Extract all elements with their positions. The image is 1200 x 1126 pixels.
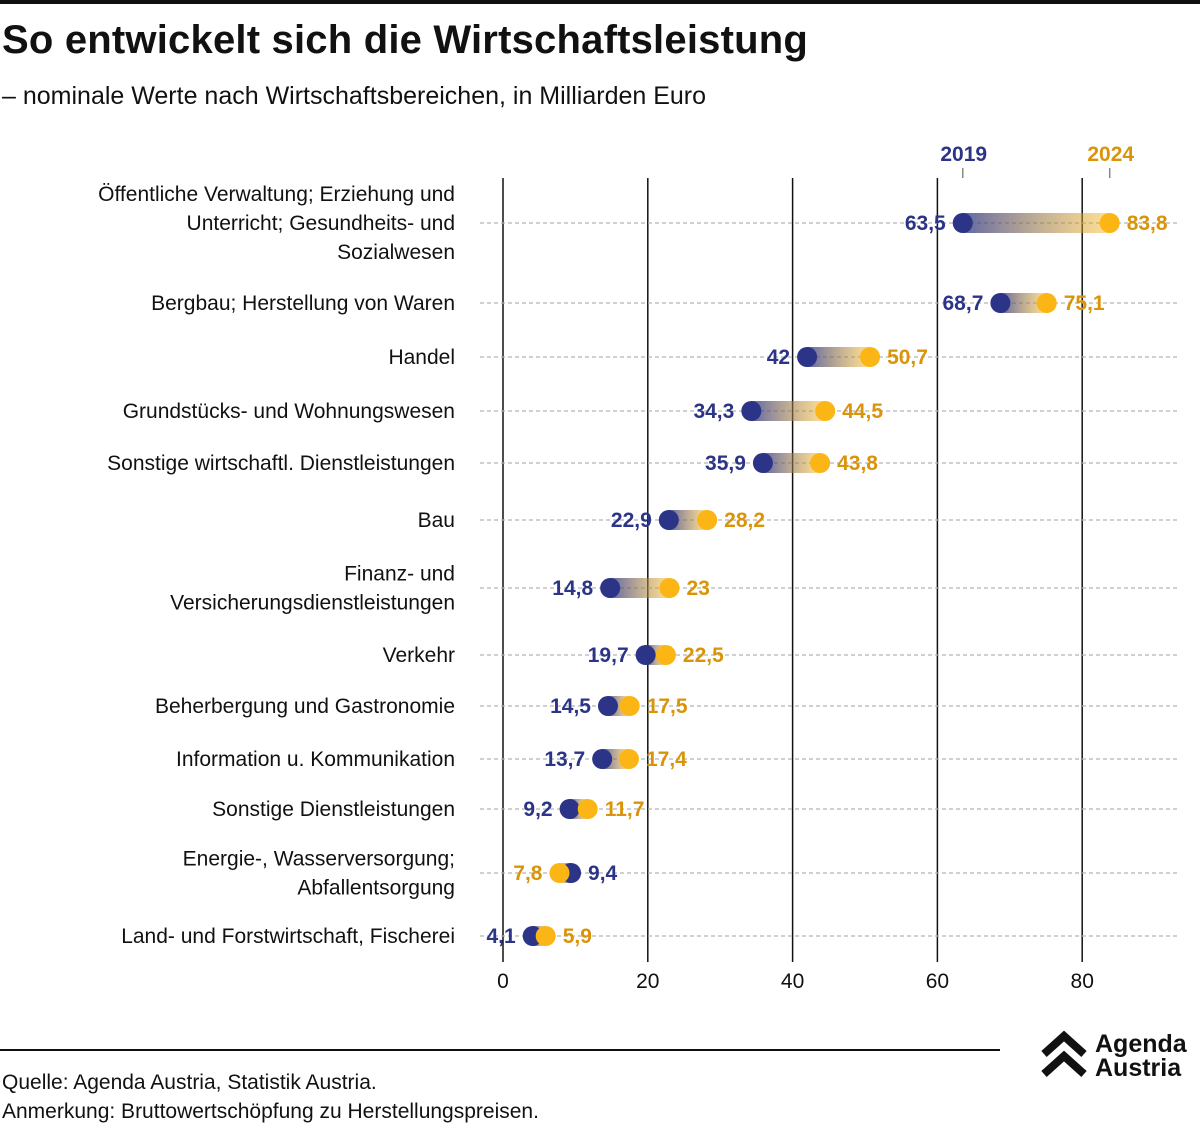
value-label-2019: 34,3 xyxy=(693,400,734,423)
dot-2024 xyxy=(815,401,836,421)
value-label-2024: 17,4 xyxy=(646,748,687,771)
value-label-2019: 42 xyxy=(767,346,790,369)
value-label-2024: 17,5 xyxy=(647,695,688,718)
dot-2024 xyxy=(549,863,570,883)
value-label-2019: 35,9 xyxy=(705,452,746,475)
category-label: Information u. Kommunikation xyxy=(176,748,455,771)
value-label-2019: 22,9 xyxy=(611,509,652,532)
logo-line-2: Austria xyxy=(1095,1054,1182,1082)
value-label-2024: 11,7 xyxy=(605,798,645,821)
dot-2019 xyxy=(559,799,580,819)
category-label: Verkehr xyxy=(383,644,455,667)
value-label-2019: 9,2 xyxy=(523,798,552,821)
value-label-2024: 5,9 xyxy=(563,925,592,948)
dot-2019 xyxy=(658,510,679,530)
dot-2024 xyxy=(535,926,556,946)
category-label: Beherbergung und Gastronomie xyxy=(155,695,455,718)
legend-label-2019: 2019 xyxy=(940,143,987,166)
dot-2024 xyxy=(619,696,640,716)
dot-2024 xyxy=(577,799,598,819)
dot-2019 xyxy=(752,453,773,473)
range-bar xyxy=(962,213,1110,233)
range-bar xyxy=(668,510,708,530)
dot-2019 xyxy=(952,213,973,233)
dot-2019 xyxy=(600,578,621,598)
dumbbell-chart: 0 20 40 60 80 2019 2024 Öffentliche Verwaltung;… xyxy=(98,143,1178,993)
value-label-2024: 22,5 xyxy=(683,644,724,667)
value-label-2024: 83,8 xyxy=(1127,212,1168,235)
chart-title: So entwickelt sich die Wirtschaftsleistu… xyxy=(2,18,808,62)
value-label-2019: 9,4 xyxy=(588,862,618,885)
dot-2019 xyxy=(990,293,1011,313)
range-bar xyxy=(751,401,826,421)
value-label-2024: 7,8 xyxy=(513,862,543,885)
value-label-2024: 23 xyxy=(687,577,710,600)
value-label-2024: 43,8 xyxy=(837,452,878,475)
agenda-austria-logo: Agenda Austria xyxy=(1040,1030,1200,1082)
double-chevron-up-icon xyxy=(1041,1030,1087,1077)
category-label: Grundstücks- und Wohnungswesen xyxy=(123,400,455,423)
range-bar xyxy=(807,347,871,367)
category-label: Land- und Forstwirtschaft, Fischerei xyxy=(121,925,455,948)
top-rule xyxy=(0,0,1200,4)
dot-2024 xyxy=(659,578,680,598)
dot-2024 xyxy=(810,453,831,473)
dot-2024 xyxy=(1036,293,1057,313)
value-label-2019: 14,5 xyxy=(550,695,591,718)
dot-2019 xyxy=(592,749,613,769)
legend-label-2024: 2024 xyxy=(1087,143,1134,166)
logo-line-1: Agenda xyxy=(1095,1030,1187,1058)
x-tick-label: 20 xyxy=(636,970,659,993)
dot-2024 xyxy=(697,510,718,530)
value-label-2019: 63,5 xyxy=(905,212,946,235)
category-label: Sonstige wirtschaftl. Dienstleistungen xyxy=(107,452,455,475)
dot-2024 xyxy=(1099,213,1120,233)
range-bar xyxy=(1000,293,1047,313)
category-label: Sonstige Dienstleistungen xyxy=(212,798,455,821)
dot-2019 xyxy=(597,696,618,716)
x-tick-label: 0 xyxy=(497,970,509,993)
source-note: Quelle: Agenda Austria, Statistik Austri… xyxy=(2,1071,377,1094)
footer-rule xyxy=(0,1049,1000,1051)
dot-2019 xyxy=(741,401,762,421)
value-label-2019: 13,7 xyxy=(544,748,585,771)
category-label: Finanz- und Versicherungsdienstleistungen xyxy=(170,563,455,615)
range-bar xyxy=(610,578,670,598)
value-label-2019: 19,7 xyxy=(588,644,629,667)
category-label: Energie-, Wasserversorgung; Abfallentsorg… xyxy=(183,848,455,900)
dot-2024 xyxy=(860,347,881,367)
category-label: Bau xyxy=(418,509,455,532)
range-bar xyxy=(762,453,821,473)
value-label-2019: 4,1 xyxy=(486,925,516,948)
dot-2024 xyxy=(618,749,639,769)
x-tick-label: 40 xyxy=(781,970,804,993)
dot-2019 xyxy=(797,347,818,367)
value-label-2019: 14,8 xyxy=(552,577,593,600)
dot-2024 xyxy=(655,645,676,665)
x-tick-label: 60 xyxy=(926,970,949,993)
value-label-2019: 68,7 xyxy=(943,292,984,315)
value-label-2024: 75,1 xyxy=(1064,292,1105,315)
value-label-2024: 50,7 xyxy=(887,346,928,369)
chart-subtitle: – nominale Werte nach Wirtschaftsbereich… xyxy=(2,82,707,110)
category-label: Bergbau; Herstellung von Waren xyxy=(151,292,455,315)
remark-note: Anmerkung: Bruttowertschöpfung zu Herste… xyxy=(2,1100,539,1123)
value-label-2024: 28,2 xyxy=(724,509,765,532)
category-label: Öffentliche Verwaltung; Erziehung und Unt… xyxy=(98,183,455,264)
category-label: Handel xyxy=(388,346,455,369)
dot-2019 xyxy=(635,645,656,665)
value-label-2024: 44,5 xyxy=(842,400,883,423)
x-tick-label: 80 xyxy=(1071,970,1094,993)
